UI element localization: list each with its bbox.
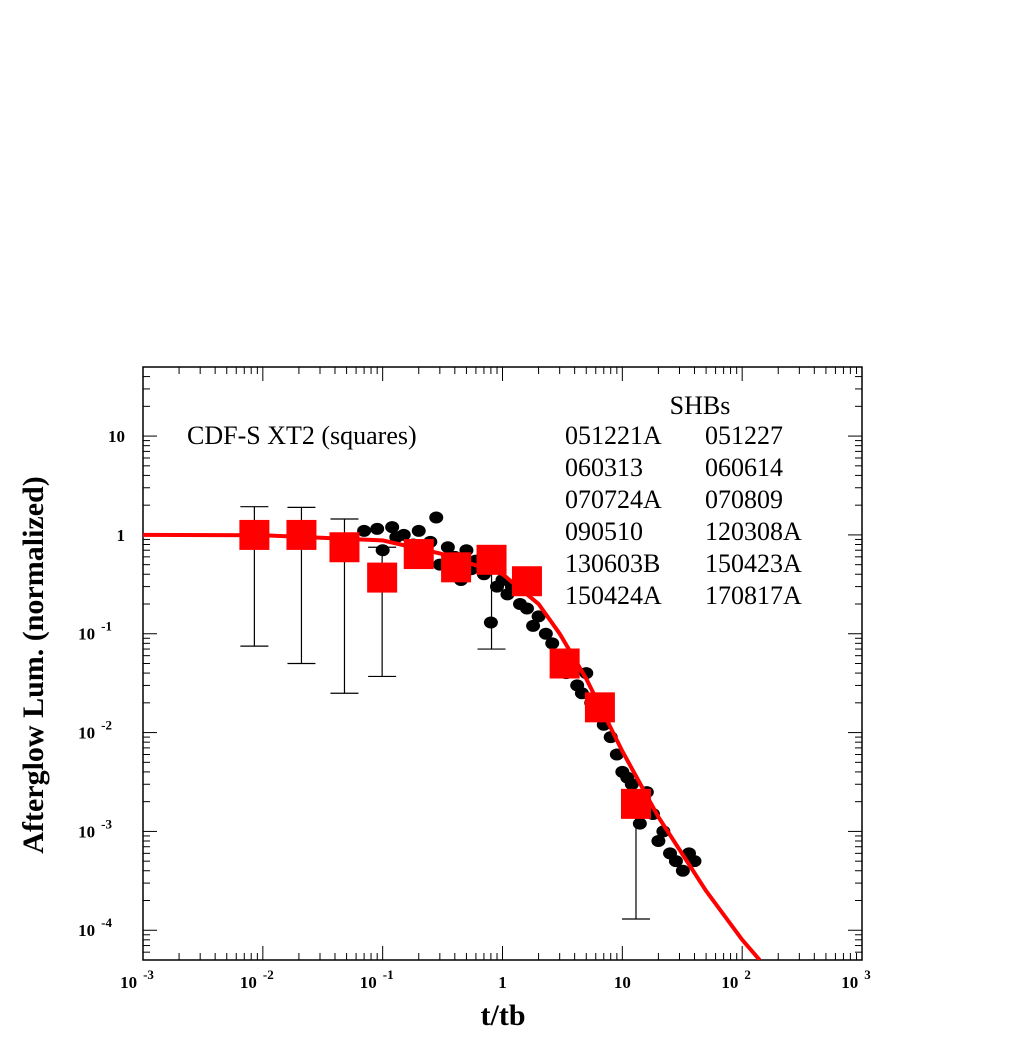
annotation: 120308A	[705, 517, 802, 546]
tick-label-exponent: -2	[101, 718, 112, 733]
circle-marker	[538, 627, 553, 640]
tick-label: 10	[108, 427, 125, 446]
annotation: 170817A	[705, 581, 802, 610]
tick-label-base: 10	[78, 723, 95, 742]
circle-marker	[429, 511, 444, 524]
annotation: 150424A	[565, 581, 662, 610]
square-marker	[403, 539, 434, 570]
tick-label-exponent: -2	[263, 967, 274, 982]
circle-marker	[396, 528, 411, 541]
circle-marker	[675, 864, 690, 877]
tick-label-exponent: 2	[744, 967, 751, 982]
square-marker	[286, 519, 317, 550]
tick-label-base: 10	[120, 973, 137, 992]
tick-label-exponent: 3	[864, 967, 871, 982]
annotation: 060614	[705, 453, 783, 482]
annotation: 051227	[705, 421, 783, 450]
x-axis-label: t/tb	[481, 999, 526, 1032]
tick-label-exponent: -4	[101, 915, 112, 930]
annotation: 090510	[565, 517, 643, 546]
circle-marker	[526, 619, 541, 632]
tick-label-base: 10	[78, 625, 95, 644]
tick-label: 10 -2	[78, 718, 112, 743]
tick-label: 10 -1	[78, 619, 112, 644]
tick-label: 10 3	[841, 967, 871, 992]
fit-line	[143, 532, 762, 960]
tick-label-exponent: -1	[101, 619, 112, 634]
circle-marker	[624, 778, 639, 791]
square-marker	[329, 532, 360, 563]
circle-marker	[668, 855, 683, 868]
tick-label-base: 10	[240, 973, 257, 992]
square-marker	[511, 566, 542, 597]
circle-marker	[411, 524, 426, 537]
circle-marker	[545, 637, 560, 650]
annotation: CDF-S XT2 (squares)	[187, 421, 417, 450]
square-marker	[584, 692, 615, 723]
tick-label-base: 10	[78, 822, 95, 841]
tick-label: 10 -4	[78, 915, 112, 940]
annotation: 130603B	[565, 549, 660, 578]
square-marker	[367, 562, 398, 593]
tick-label: 10 -1	[360, 967, 394, 992]
circle-marker	[385, 521, 400, 534]
circle-marker	[531, 610, 546, 623]
circle-marker	[483, 616, 498, 629]
tick-label-exponent: -3	[143, 967, 154, 982]
circle-marker	[651, 834, 666, 847]
tick-label: 10 2	[721, 967, 751, 992]
square-marker	[549, 648, 580, 679]
tick-label-exponent: -3	[101, 816, 112, 831]
annotation: 070724A	[565, 485, 662, 514]
square-marker	[239, 519, 270, 550]
tick-label-exponent: -1	[383, 967, 394, 982]
tick-label: 10 -3	[120, 967, 154, 992]
tick-label: 10	[614, 973, 631, 992]
annotation: 070809	[705, 485, 783, 514]
tick-label-base: 10	[721, 973, 738, 992]
tick-label-base: 10	[360, 973, 377, 992]
tick-label: 1	[117, 526, 126, 545]
circle-marker	[357, 524, 372, 537]
circle-marker	[632, 817, 647, 830]
circle-marker	[370, 522, 385, 535]
annotation: 060313	[565, 453, 643, 482]
square-marker	[620, 788, 651, 819]
tick-label-base: 10	[78, 921, 95, 940]
y-axis-label: Afterglow Lum. (normalized)	[17, 476, 50, 853]
annotation: 051221A	[565, 421, 662, 450]
plot-area	[143, 506, 762, 960]
annotation: 150423A	[705, 549, 802, 578]
tick-label: 10 -2	[240, 967, 274, 992]
circle-marker	[440, 541, 455, 554]
circle-marker	[519, 602, 534, 615]
square-marker	[476, 544, 507, 575]
tick-label: 10 -3	[78, 816, 112, 841]
annotation: SHBs	[670, 391, 731, 420]
tick-label: 1	[498, 973, 507, 992]
square-marker	[441, 552, 472, 583]
tick-label-base: 10	[841, 973, 858, 992]
